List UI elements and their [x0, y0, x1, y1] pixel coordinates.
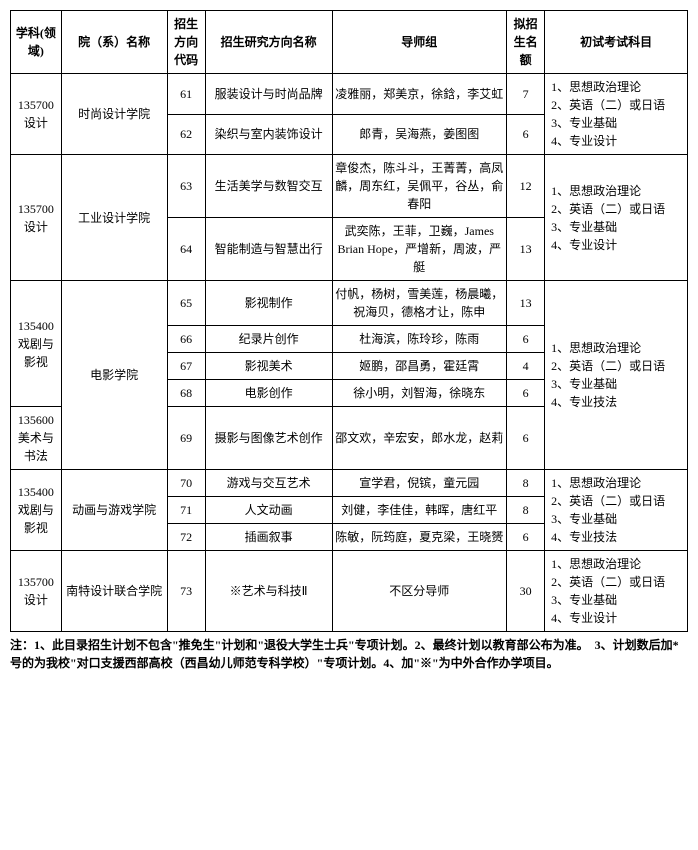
- cell-exam: 1、思想政治理论2、英语（二）或日语3、专业基础4、专业设计: [545, 155, 688, 281]
- table-row: 135700设计时尚设计学院61服装设计与时尚品牌凌雅丽，郑美京，徐鋡，李艾虹7…: [11, 74, 688, 115]
- cell-code: 61: [167, 74, 205, 115]
- cell-advisors: 付帆，杨树，雪美莲，杨晨曦，祝海贝，德格才让，陈申: [332, 281, 507, 326]
- cell-advisors: 武奕陈，王菲，卫巍，James Brian Hope，严增新，周波，严艇: [332, 218, 507, 281]
- footnote: 注：1、此目录招生计划不包含"推免生"计划和"退役大学生士兵"专项计划。2、最终…: [10, 636, 688, 672]
- cell-direction: 影视美术: [205, 353, 332, 380]
- cell-quota: 13: [507, 281, 545, 326]
- cell-direction: 插画叙事: [205, 524, 332, 551]
- cell-dept: 电影学院: [61, 281, 167, 470]
- table-row: 135400戏剧与影视电影学院65影视制作付帆，杨树，雪美莲，杨晨曦，祝海贝，德…: [11, 281, 688, 326]
- th-quota: 拟招生名额: [507, 11, 545, 74]
- cell-subject: 135400戏剧与影视: [11, 470, 62, 551]
- cell-advisors: 杜海滨，陈玲珍，陈雨: [332, 326, 507, 353]
- cell-quota: 6: [507, 326, 545, 353]
- cell-code: 64: [167, 218, 205, 281]
- cell-direction: 电影创作: [205, 380, 332, 407]
- cell-quota: 6: [507, 114, 545, 155]
- cell-subject: 135700设计: [11, 74, 62, 155]
- cell-advisors: 宣学君，倪镔，童元园: [332, 470, 507, 497]
- cell-quota: 13: [507, 218, 545, 281]
- cell-exam: 1、思想政治理论2、英语（二）或日语3、专业基础4、专业设计: [545, 74, 688, 155]
- cell-code: 62: [167, 114, 205, 155]
- cell-subject: 135700设计: [11, 155, 62, 281]
- cell-direction: 生活美学与数智交互: [205, 155, 332, 218]
- table-row: 135700设计工业设计学院63生活美学与数智交互章俊杰，陈斗斗，王菁菁，高凤麟…: [11, 155, 688, 218]
- cell-advisors: 刘健，李佳佳，韩晖，唐红平: [332, 497, 507, 524]
- cell-advisors: 徐小明，刘智海，徐晓东: [332, 380, 507, 407]
- cell-code: 63: [167, 155, 205, 218]
- admissions-table: 学科(领域) 院（系）名称 招生方向代码 招生研究方向名称 导师组 拟招生名额 …: [10, 10, 688, 632]
- cell-code: 70: [167, 470, 205, 497]
- cell-dept: 动画与游戏学院: [61, 470, 167, 551]
- cell-advisors: 凌雅丽，郑美京，徐鋡，李艾虹: [332, 74, 507, 115]
- cell-advisors: 姬鹏，邵昌勇，霍廷霄: [332, 353, 507, 380]
- cell-advisors: 陈敏，阮筠庭，夏克梁，王晓赟: [332, 524, 507, 551]
- th-code: 招生方向代码: [167, 11, 205, 74]
- cell-advisors: 不区分导师: [332, 551, 507, 632]
- cell-direction: 纪录片创作: [205, 326, 332, 353]
- cell-code: 66: [167, 326, 205, 353]
- table-row: 135400戏剧与影视动画与游戏学院70游戏与交互艺术宣学君，倪镔，童元园81、…: [11, 470, 688, 497]
- cell-quota: 30: [507, 551, 545, 632]
- cell-dept: 时尚设计学院: [61, 74, 167, 155]
- cell-exam: 1、思想政治理论2、英语（二）或日语3、专业基础4、专业设计: [545, 551, 688, 632]
- header-row: 学科(领域) 院（系）名称 招生方向代码 招生研究方向名称 导师组 拟招生名额 …: [11, 11, 688, 74]
- cell-direction: 摄影与图像艺术创作: [205, 407, 332, 470]
- cell-code: 69: [167, 407, 205, 470]
- cell-quota: 12: [507, 155, 545, 218]
- cell-subject: 135600美术与书法: [11, 407, 62, 470]
- cell-direction: 染织与室内装饰设计: [205, 114, 332, 155]
- cell-subject: 135700设计: [11, 551, 62, 632]
- cell-code: 67: [167, 353, 205, 380]
- cell-quota: 4: [507, 353, 545, 380]
- th-subject: 学科(领域): [11, 11, 62, 74]
- cell-quota: 8: [507, 470, 545, 497]
- cell-advisors: 郎青，吴海燕，姜图图: [332, 114, 507, 155]
- cell-advisors: 章俊杰，陈斗斗，王菁菁，高凤麟，周东红，吴佩平，谷丛，俞春阳: [332, 155, 507, 218]
- th-direction: 招生研究方向名称: [205, 11, 332, 74]
- cell-direction: ※艺术与科技Ⅱ: [205, 551, 332, 632]
- cell-direction: 服装设计与时尚品牌: [205, 74, 332, 115]
- cell-quota: 6: [507, 407, 545, 470]
- cell-code: 68: [167, 380, 205, 407]
- cell-quota: 6: [507, 524, 545, 551]
- cell-direction: 人文动画: [205, 497, 332, 524]
- cell-code: 72: [167, 524, 205, 551]
- cell-code: 65: [167, 281, 205, 326]
- cell-exam: 1、思想政治理论2、英语（二）或日语3、专业基础4、专业技法: [545, 470, 688, 551]
- th-dept: 院（系）名称: [61, 11, 167, 74]
- cell-direction: 游戏与交互艺术: [205, 470, 332, 497]
- cell-direction: 智能制造与智慧出行: [205, 218, 332, 281]
- cell-dept: 南特设计联合学院: [61, 551, 167, 632]
- th-exam: 初试考试科目: [545, 11, 688, 74]
- cell-quota: 8: [507, 497, 545, 524]
- cell-dept: 工业设计学院: [61, 155, 167, 281]
- table-row: 135700设计南特设计联合学院73※艺术与科技Ⅱ不区分导师301、思想政治理论…: [11, 551, 688, 632]
- cell-quota: 6: [507, 380, 545, 407]
- table-body: 135700设计时尚设计学院61服装设计与时尚品牌凌雅丽，郑美京，徐鋡，李艾虹7…: [11, 74, 688, 632]
- cell-exam: 1、思想政治理论2、英语（二）或日语3、专业基础4、专业技法: [545, 281, 688, 470]
- cell-advisors: 邵文欢，辛宏安，郎水龙，赵莉: [332, 407, 507, 470]
- cell-code: 73: [167, 551, 205, 632]
- cell-code: 71: [167, 497, 205, 524]
- cell-direction: 影视制作: [205, 281, 332, 326]
- cell-quota: 7: [507, 74, 545, 115]
- th-advisors: 导师组: [332, 11, 507, 74]
- cell-subject: 135400戏剧与影视: [11, 281, 62, 407]
